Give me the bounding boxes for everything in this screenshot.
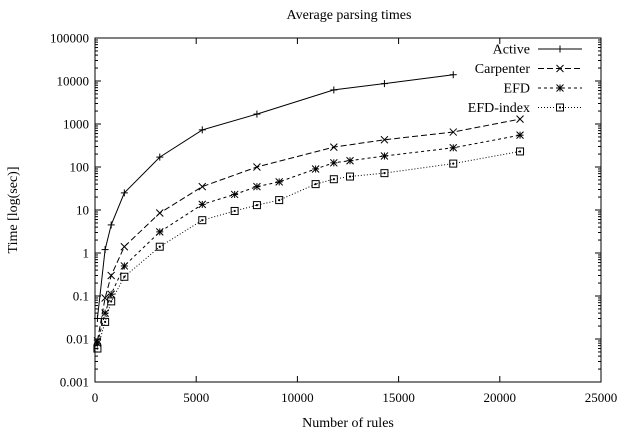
data-point-efd-index	[275, 196, 284, 205]
legend-marker-carpenter	[556, 64, 564, 73]
y-tick-label: 0.1	[73, 289, 89, 304]
data-point-carpenter	[198, 182, 207, 191]
chart-title: Average parsing times	[287, 8, 412, 23]
data-point-efd	[120, 262, 129, 270]
y-tick-label: 10000	[57, 74, 90, 89]
series-line-active	[96, 74, 454, 319]
data-point-carpenter	[449, 128, 458, 136]
y-tick-label: 100000	[50, 31, 89, 46]
data-point-active	[101, 246, 109, 254]
legend-label-active: Active	[493, 43, 530, 58]
x-axis-label: Number of rules	[302, 416, 394, 431]
data-point-carpenter	[155, 209, 164, 217]
plot-frame	[94, 37, 602, 383]
data-point-efd-index	[311, 180, 320, 189]
data-point-efd	[516, 131, 524, 140]
data-point-active	[253, 110, 261, 118]
data-point-efd-index	[101, 317, 110, 326]
data-point-active	[107, 221, 115, 229]
data-point-efd-index	[516, 147, 525, 156]
legend-label-carpenter: Carpenter	[475, 62, 531, 77]
data-point-efd-index	[252, 201, 261, 210]
x-tick-label: 15000	[382, 390, 415, 405]
series-line-efd-index	[96, 150, 521, 349]
y-tick-label: 0.001	[60, 375, 89, 390]
data-point-efd-index	[93, 344, 102, 353]
data-point-carpenter	[329, 143, 338, 151]
y-tick-label: 1000	[63, 117, 89, 132]
x-tick-label: 20000	[484, 390, 517, 405]
legend-label-efd-index: EFD-index	[468, 101, 530, 116]
data-point-carpenter	[107, 271, 116, 280]
data-point-active	[449, 71, 457, 79]
y-axis-label: Time [log(sec)]	[6, 167, 21, 254]
data-point-efd	[449, 143, 458, 152]
data-point-active	[198, 126, 206, 134]
x-tick-label: 25000	[585, 390, 618, 405]
data-point-efd	[275, 178, 284, 186]
data-point-efd	[155, 228, 164, 236]
data-point-efd-index	[449, 159, 458, 168]
legend-marker-active	[556, 45, 564, 53]
data-point-carpenter	[253, 163, 261, 171]
legend-marker-efd-index	[556, 103, 564, 112]
data-point-efd	[346, 156, 354, 165]
legend-marker-efd	[556, 84, 564, 92]
data-point-efd	[198, 200, 207, 209]
data-point-carpenter	[516, 115, 524, 123]
series-line-efd	[96, 134, 521, 344]
y-tick-label: 10	[76, 203, 89, 218]
data-point-efd-index	[120, 272, 129, 281]
data-point-efd	[329, 158, 338, 167]
data-point-efd	[253, 182, 261, 191]
data-point-efd-index	[230, 206, 239, 215]
y-tick-label: 1	[83, 246, 90, 261]
series-line-carpenter	[96, 118, 521, 342]
data-point-active	[120, 189, 128, 197]
data-point-carpenter	[380, 135, 389, 144]
data-point-carpenter	[120, 242, 129, 251]
data-point-active	[380, 80, 388, 88]
x-tick-label: 10000	[281, 390, 314, 405]
data-point-efd-index	[329, 175, 338, 184]
data-point-efd-index	[380, 169, 389, 178]
legend: Active Carpenter EFD EFD-index	[468, 43, 582, 116]
x-tick-label: 5000	[183, 390, 209, 405]
legend-label-efd: EFD	[504, 82, 530, 97]
x-tick-label: 0	[92, 390, 99, 405]
y-tick-label: 100	[70, 160, 90, 175]
data-point-efd	[230, 190, 239, 199]
data-point-active	[330, 86, 338, 94]
plot-area	[93, 71, 525, 353]
data-point-efd-index	[155, 242, 164, 251]
data-point-efd	[380, 152, 389, 160]
data-point-active	[156, 153, 164, 161]
data-point-efd-index	[346, 172, 355, 181]
data-point-efd-index	[198, 216, 207, 225]
data-point-efd	[311, 165, 320, 173]
y-tick-label: 0.01	[66, 332, 89, 347]
data-point-efd-index	[107, 297, 116, 306]
